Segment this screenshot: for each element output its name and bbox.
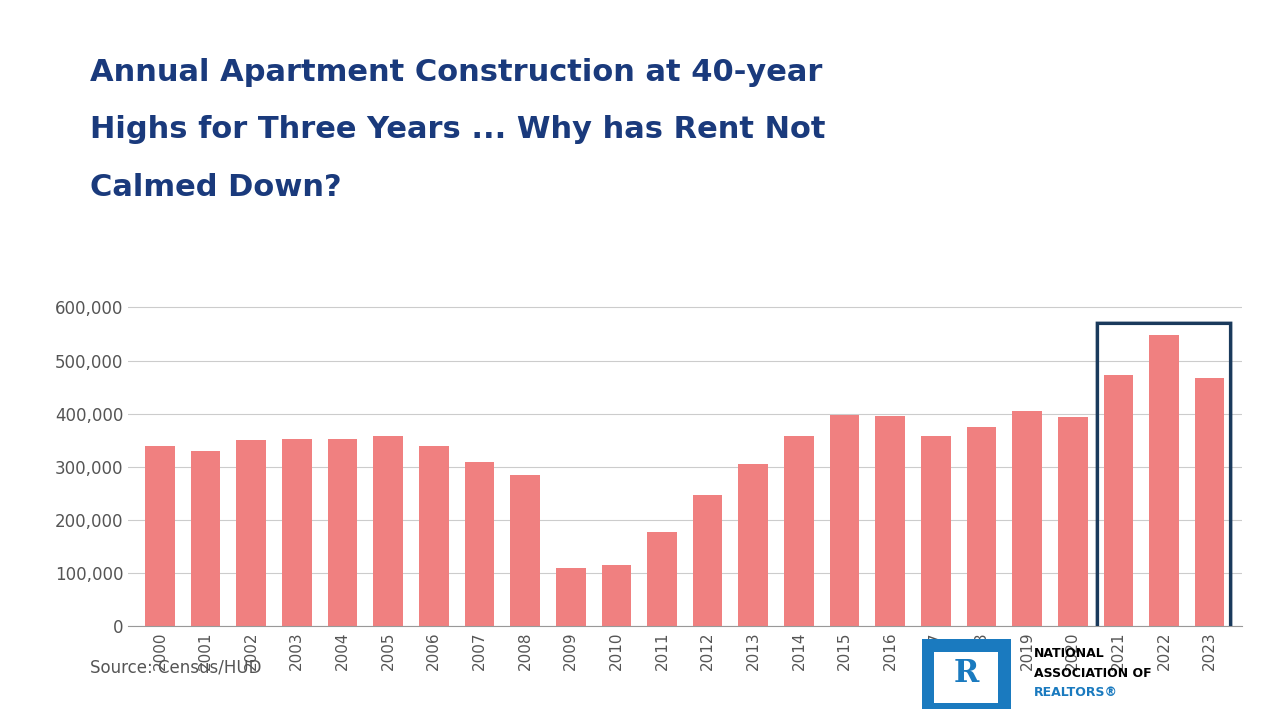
- Bar: [237, 441, 266, 626]
- Bar: [922, 436, 951, 626]
- Bar: [1194, 377, 1225, 626]
- Bar: [1057, 418, 1088, 626]
- Bar: [692, 495, 722, 626]
- Text: Source: Census/HUD: Source: Census/HUD: [90, 659, 261, 677]
- FancyBboxPatch shape: [922, 639, 1011, 708]
- Bar: [419, 446, 448, 626]
- Bar: [374, 436, 403, 626]
- Text: Calmed Down?: Calmed Down?: [90, 173, 342, 202]
- Text: ASSOCIATION OF: ASSOCIATION OF: [1034, 667, 1151, 680]
- Text: Annual Apartment Construction at 40-year: Annual Apartment Construction at 40-year: [90, 58, 822, 86]
- Bar: [739, 464, 768, 626]
- Bar: [1103, 375, 1133, 626]
- Text: Highs for Three Years ... Why has Rent Not: Highs for Three Years ... Why has Rent N…: [90, 115, 826, 144]
- Text: NATIONAL: NATIONAL: [1034, 647, 1105, 660]
- Bar: [511, 475, 540, 626]
- Text: R: R: [954, 659, 979, 690]
- Bar: [328, 439, 357, 626]
- Bar: [966, 427, 996, 626]
- Bar: [876, 416, 905, 626]
- Bar: [191, 451, 220, 626]
- Text: REALTORS®: REALTORS®: [1034, 686, 1117, 700]
- Bar: [602, 565, 631, 626]
- Bar: [829, 415, 859, 626]
- Bar: [1149, 335, 1179, 626]
- Bar: [785, 436, 814, 626]
- Bar: [556, 568, 585, 626]
- FancyBboxPatch shape: [934, 652, 998, 703]
- Bar: [145, 446, 175, 626]
- Bar: [465, 462, 494, 626]
- Bar: [648, 532, 677, 626]
- Bar: [1012, 411, 1042, 626]
- Bar: [282, 439, 312, 626]
